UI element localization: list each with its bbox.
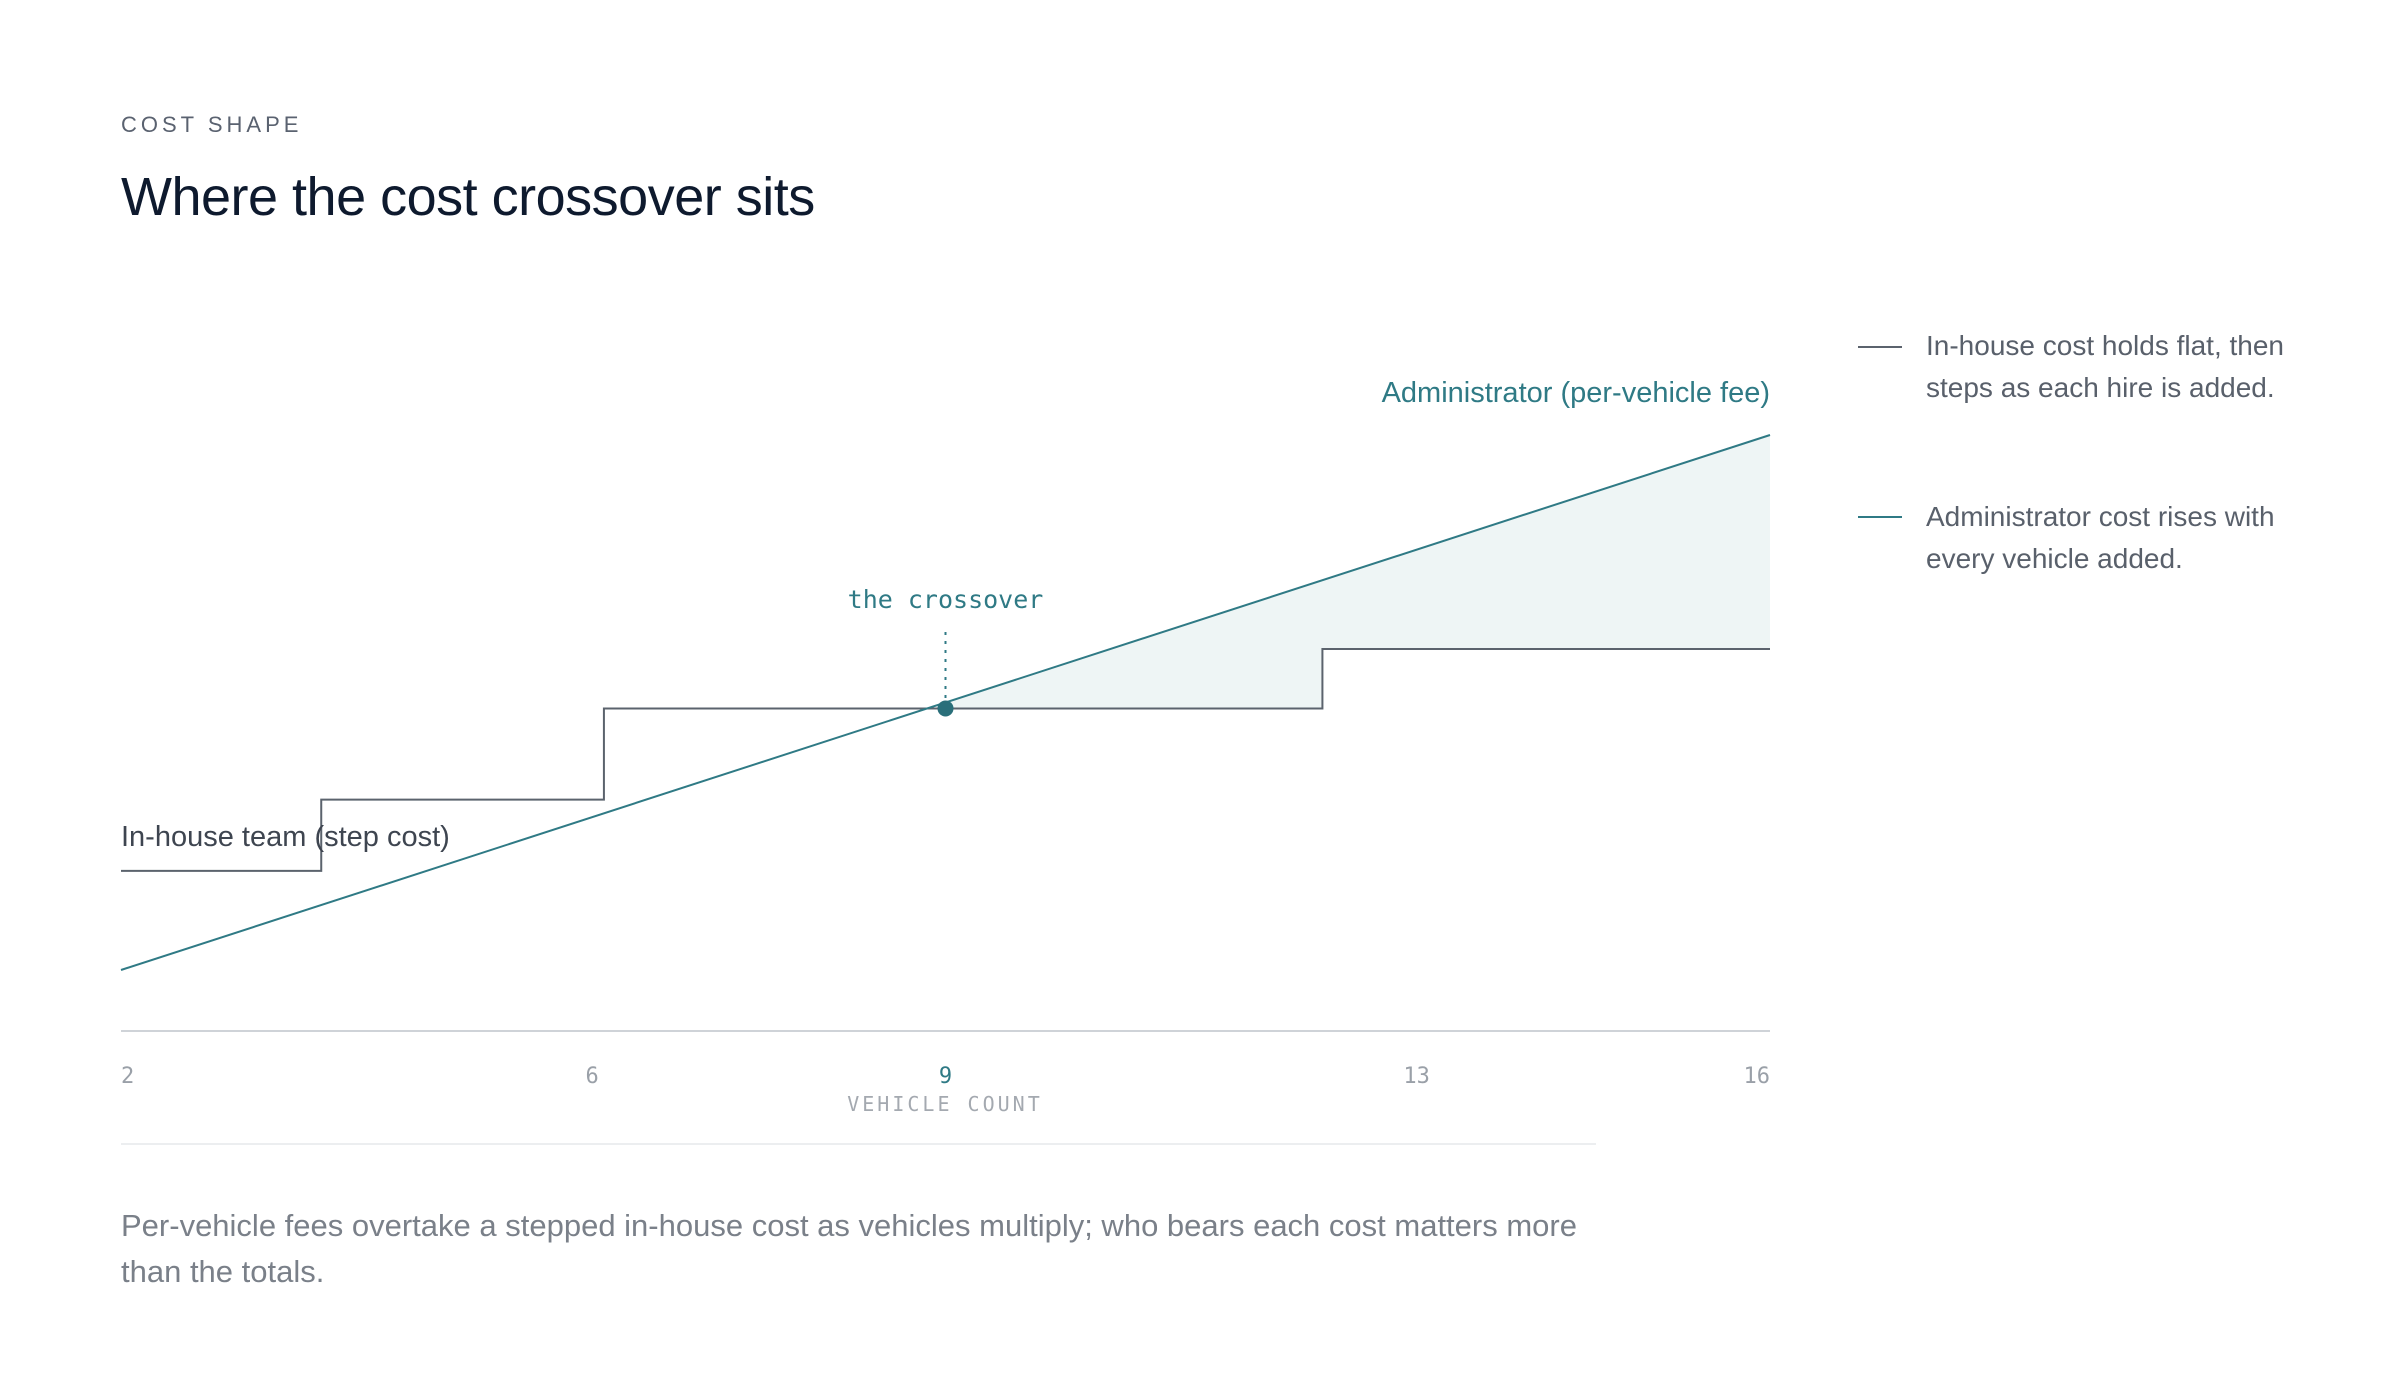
legend-text-inhouse: In-house cost holds flat, then steps as … — [1926, 330, 2284, 403]
chart-caption: Per-vehicle fees overtake a stepped in-h… — [121, 1208, 1577, 1289]
series-label-inhouse: In-house team (step cost) — [121, 821, 450, 853]
caption-divider — [121, 1143, 1596, 1145]
x-tick-label: 9 — [939, 1064, 952, 1089]
x-tick-label: 6 — [586, 1064, 599, 1089]
crossover-annotation-label: the crossover — [848, 585, 1044, 614]
x-tick-label: 16 — [1744, 1064, 1771, 1089]
x-axis-title: VEHICLE COUNT — [847, 1092, 1043, 1116]
x-tick-label: 13 — [1403, 1064, 1430, 1089]
x-tick-label: 2 — [121, 1064, 134, 1089]
page-title: Where the cost crossover sits — [121, 167, 815, 227]
series-line-inhouse — [121, 648, 1770, 872]
legend-text-administrator: Administrator cost rises with every vehi… — [1926, 501, 2275, 574]
crossover-point — [937, 700, 954, 717]
legend-swatch-inhouse — [1858, 346, 1902, 348]
eyebrow-label: COST SHAPE — [121, 112, 303, 137]
series-label-administrator: Administrator (per-vehicle fee) — [1382, 377, 1770, 409]
gap-shaded-region — [945, 435, 1770, 709]
legend-swatch-administrator — [1858, 516, 1902, 518]
